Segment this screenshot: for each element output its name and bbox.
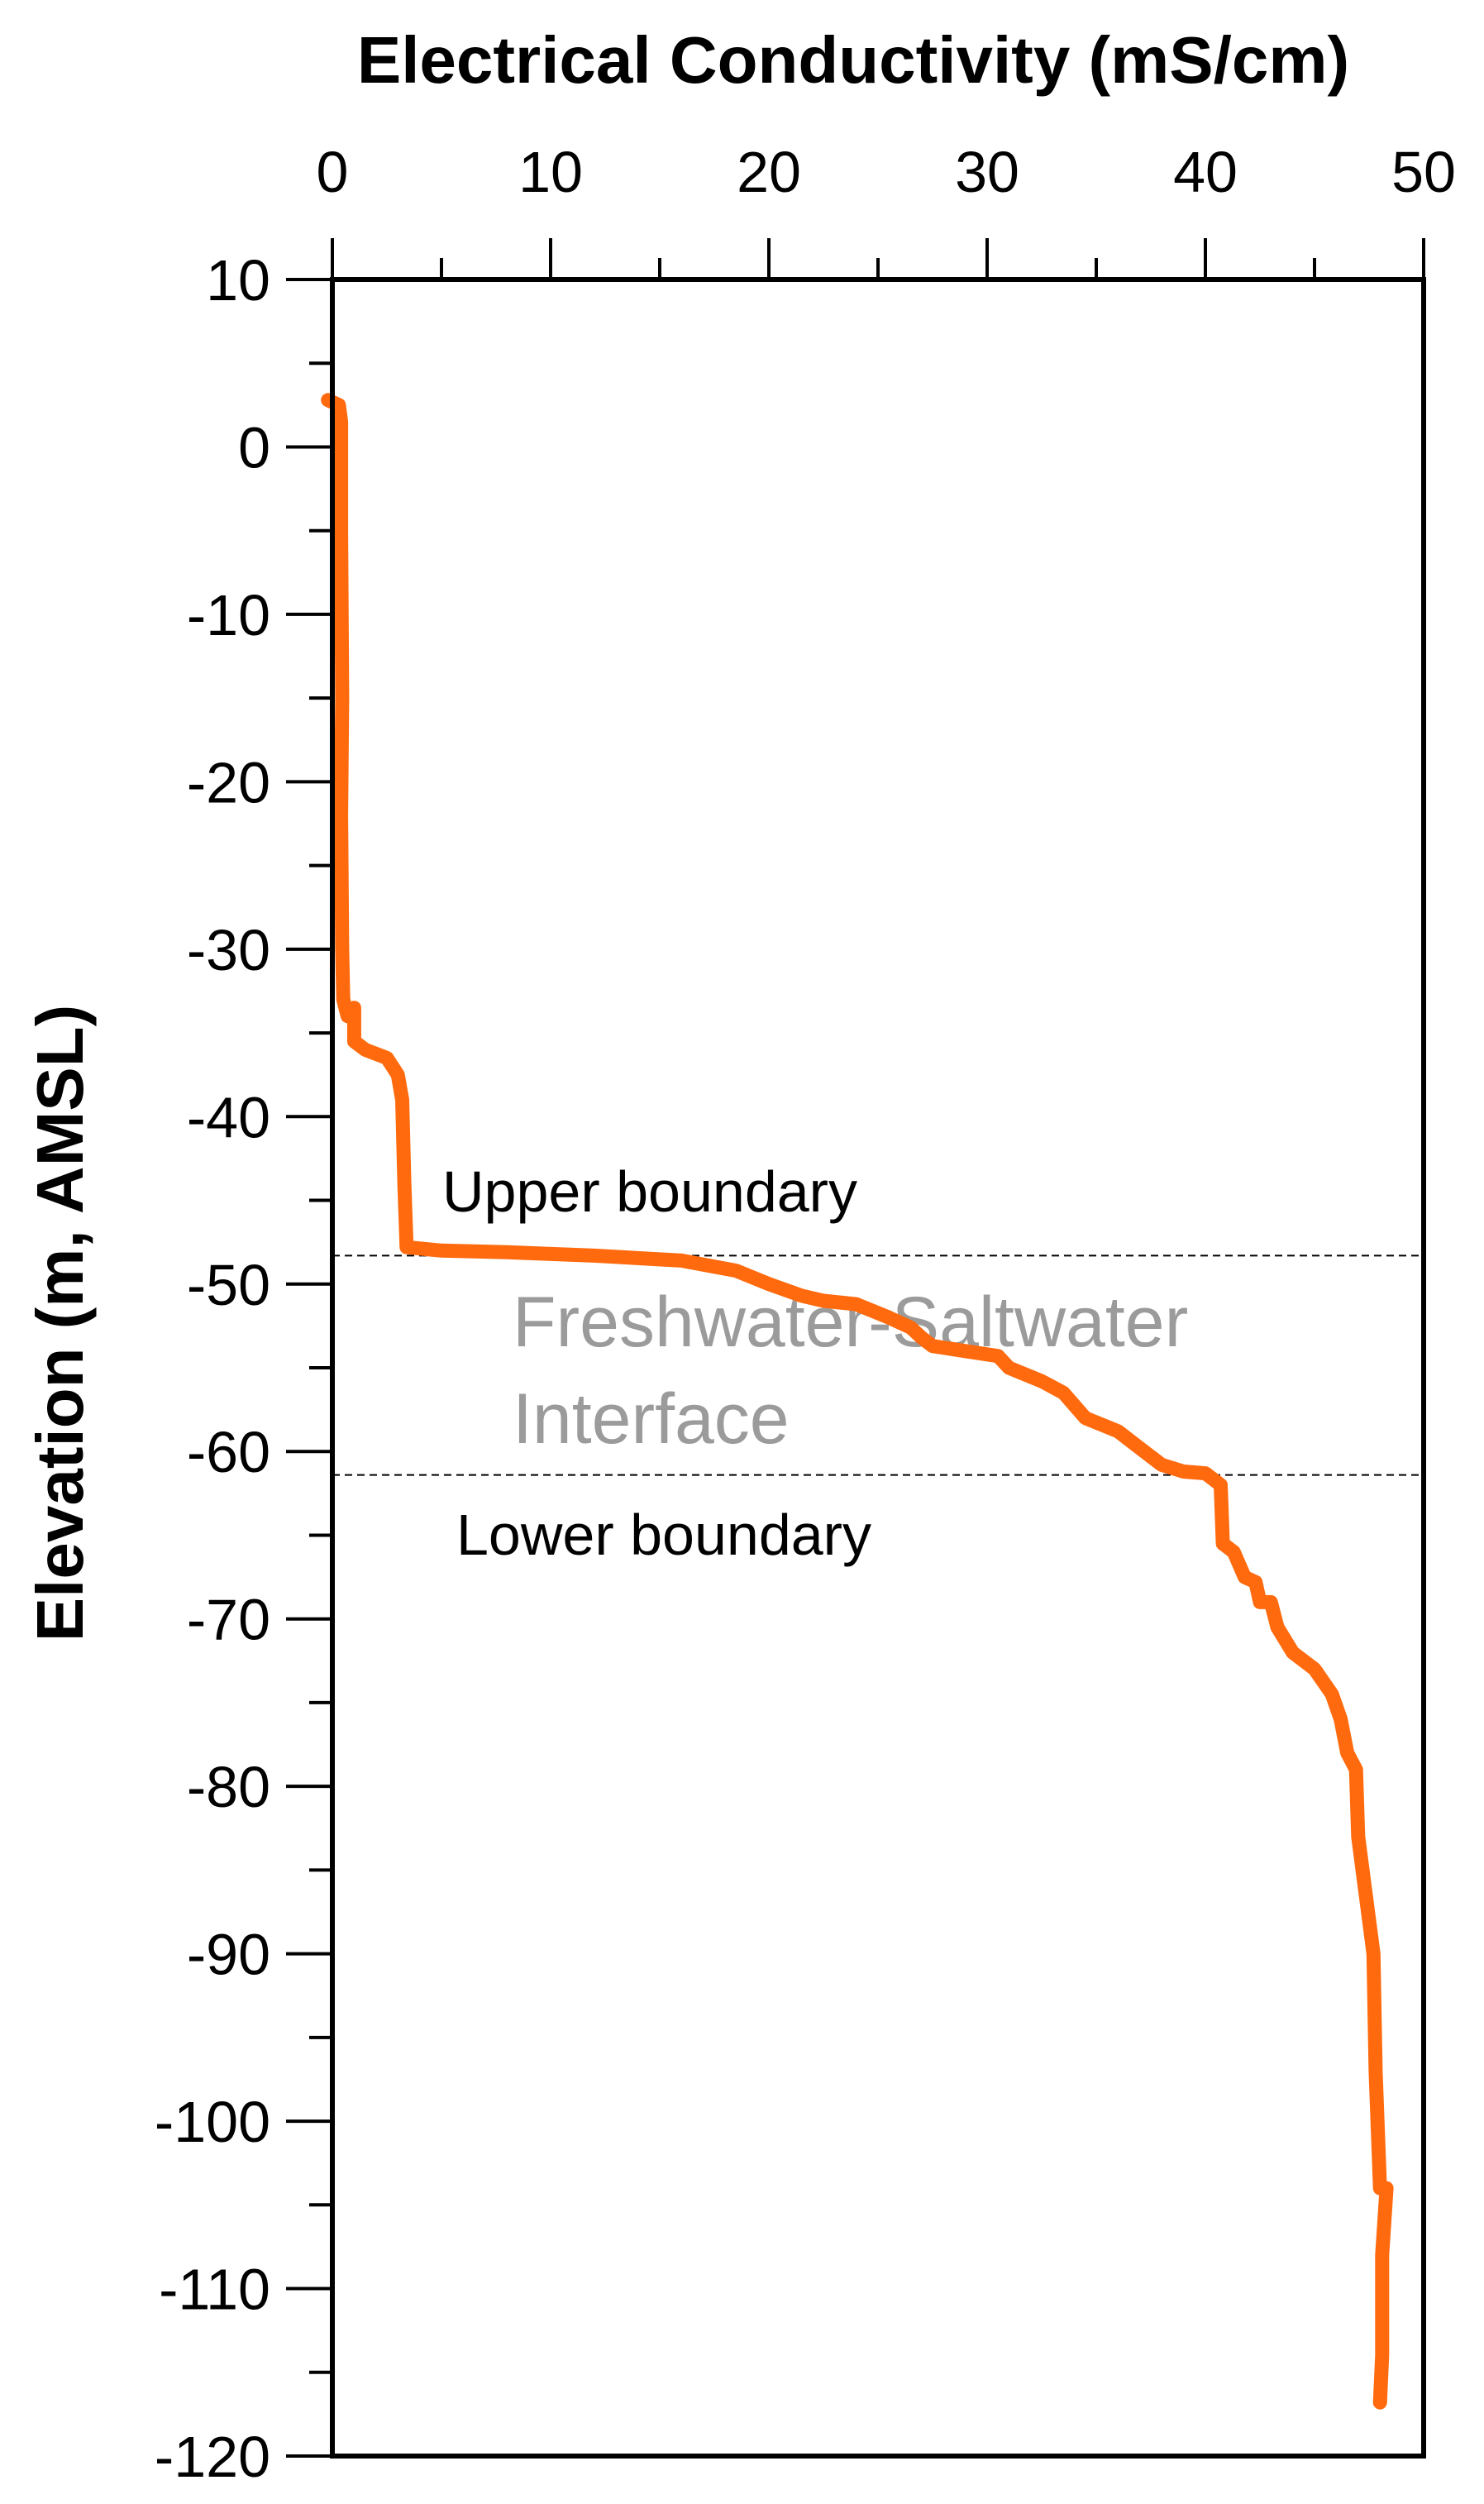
boundary-lines [332,1254,1424,1476]
interface-label-line2: Interface [513,1379,790,1459]
y-tick-label: -100 [155,2090,270,2154]
x-tick-label: 40 [1173,140,1238,204]
x-tick-label: 10 [518,140,583,204]
y-tick-label: -110 [159,2258,270,2322]
x-tick-label: 0 [317,140,349,204]
y-axis-title: Elevation (m, AMSL) [23,1005,97,1641]
x-tick-label: 20 [737,140,801,204]
y-tick-label: -80 [187,1755,270,1819]
y-tick-label: -120 [155,2425,270,2489]
y-tick-label: -20 [187,750,270,815]
y-tick-label: -30 [187,918,270,982]
interface-label-line1: Freshwater-Saltwater [513,1283,1188,1362]
lower-boundary-label: Lower boundary [456,1503,871,1567]
x-axis-title: Electrical Conductivity (mS/cm) [357,23,1349,97]
upper-boundary-label: Upper boundary [442,1159,857,1224]
conductivity-profile-line [321,393,1394,2410]
y-tick-label: -50 [187,1253,270,1317]
y-tick-label: -10 [187,583,270,648]
y-tick-label: 0 [238,415,270,480]
series-layer [321,393,1394,2410]
y-tick-label: -90 [187,1923,270,1987]
x-tick-label: 30 [955,140,1019,204]
y-tick-label: -40 [187,1085,270,1149]
y-tick-label: 10 [206,248,270,313]
y-tick-label: -60 [187,1420,270,1484]
y-tick-label: -70 [187,1588,270,1652]
axes: 0 10 20 30 40 50 10 0 -10 -20 -30 -40 -50 -60 -70 -80 -9… [155,140,1456,2489]
x-tick-label: 50 [1391,140,1456,204]
